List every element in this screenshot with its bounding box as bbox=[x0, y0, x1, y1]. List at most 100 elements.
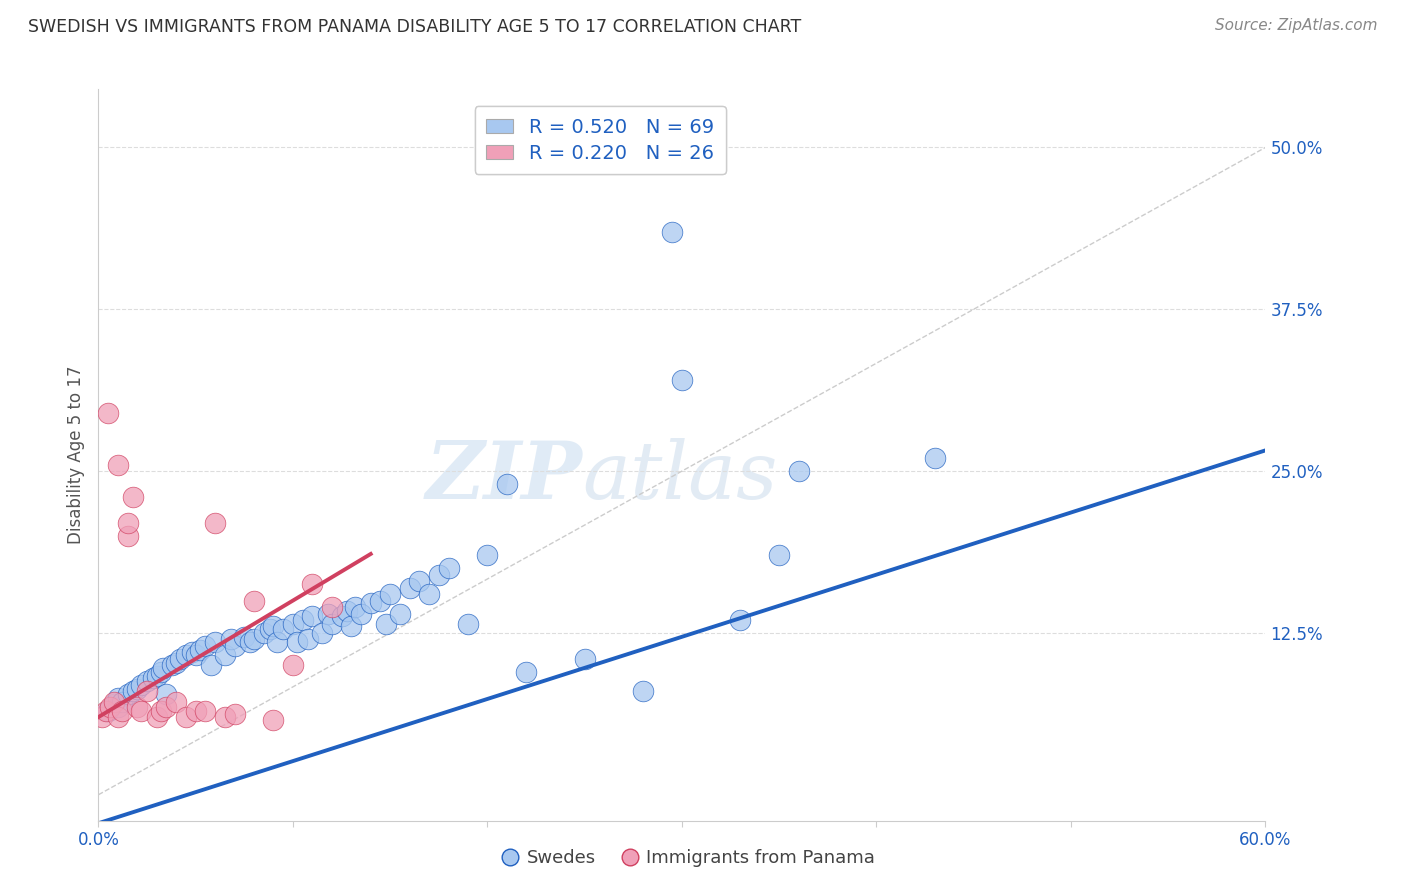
Point bbox=[117, 529, 139, 543]
Point bbox=[184, 704, 207, 718]
Point bbox=[321, 616, 343, 631]
Point bbox=[129, 704, 152, 718]
Point bbox=[165, 694, 187, 708]
Point bbox=[155, 687, 177, 701]
Point bbox=[103, 697, 125, 711]
Point bbox=[301, 576, 323, 591]
Point bbox=[344, 600, 367, 615]
Point bbox=[188, 642, 211, 657]
Point bbox=[111, 704, 134, 718]
Point bbox=[152, 661, 174, 675]
Point bbox=[495, 477, 517, 491]
Point bbox=[631, 684, 654, 698]
Point bbox=[787, 464, 810, 478]
Point bbox=[155, 699, 177, 714]
Point bbox=[91, 710, 114, 724]
Point bbox=[285, 635, 308, 649]
Point bbox=[243, 632, 266, 647]
Point bbox=[180, 645, 202, 659]
Point bbox=[162, 658, 184, 673]
Point bbox=[408, 574, 430, 589]
Y-axis label: Disability Age 5 to 17: Disability Age 5 to 17 bbox=[66, 366, 84, 544]
Point bbox=[142, 671, 165, 685]
Point bbox=[214, 648, 236, 662]
Point bbox=[127, 699, 149, 714]
Point bbox=[233, 630, 256, 644]
Point bbox=[165, 656, 187, 670]
Point bbox=[122, 490, 145, 504]
Point bbox=[297, 632, 319, 647]
Point bbox=[311, 626, 333, 640]
Point bbox=[477, 548, 499, 562]
Point bbox=[266, 635, 288, 649]
Point bbox=[768, 548, 790, 562]
Point bbox=[574, 652, 596, 666]
Point bbox=[96, 704, 118, 718]
Point bbox=[103, 694, 125, 708]
Point bbox=[418, 587, 440, 601]
Legend: Swedes, Immigrants from Panama: Swedes, Immigrants from Panama bbox=[496, 842, 882, 874]
Point bbox=[375, 616, 398, 631]
Point bbox=[204, 516, 226, 530]
Point bbox=[924, 451, 946, 466]
Point bbox=[97, 704, 120, 718]
Point bbox=[671, 374, 693, 388]
Point bbox=[730, 613, 752, 627]
Legend: R = 0.520   N = 69, R = 0.220   N = 26: R = 0.520 N = 69, R = 0.220 N = 26 bbox=[475, 106, 725, 174]
Point bbox=[136, 673, 159, 688]
Point bbox=[200, 658, 222, 673]
Point bbox=[316, 607, 339, 621]
Point bbox=[437, 561, 460, 575]
Point bbox=[174, 710, 197, 724]
Point bbox=[370, 593, 392, 607]
Point bbox=[321, 600, 343, 615]
Point bbox=[107, 699, 129, 714]
Point bbox=[184, 648, 207, 662]
Point bbox=[262, 713, 284, 727]
Point bbox=[117, 516, 139, 530]
Point bbox=[149, 665, 172, 679]
Point bbox=[281, 658, 304, 673]
Point bbox=[129, 678, 152, 692]
Point bbox=[98, 699, 121, 714]
Point bbox=[388, 607, 411, 621]
Point bbox=[253, 626, 276, 640]
Point bbox=[350, 607, 373, 621]
Point bbox=[174, 648, 197, 662]
Point bbox=[111, 694, 134, 708]
Point bbox=[427, 567, 450, 582]
Point bbox=[219, 632, 242, 647]
Point bbox=[340, 619, 363, 633]
Point bbox=[224, 707, 246, 722]
Point bbox=[291, 613, 314, 627]
Point bbox=[97, 406, 120, 420]
Point bbox=[398, 581, 420, 595]
Point bbox=[271, 622, 294, 636]
Point bbox=[262, 619, 284, 633]
Point bbox=[146, 668, 169, 682]
Point bbox=[336, 604, 359, 618]
Point bbox=[360, 596, 382, 610]
Point bbox=[122, 684, 145, 698]
Point bbox=[136, 684, 159, 698]
Point bbox=[107, 690, 129, 705]
Point bbox=[330, 609, 353, 624]
Point bbox=[149, 704, 172, 718]
Point bbox=[301, 609, 323, 624]
Text: ZIP: ZIP bbox=[426, 438, 582, 516]
Point bbox=[169, 652, 191, 666]
Point bbox=[281, 616, 304, 631]
Text: Source: ZipAtlas.com: Source: ZipAtlas.com bbox=[1215, 18, 1378, 33]
Point bbox=[107, 458, 129, 472]
Point bbox=[107, 710, 129, 724]
Point bbox=[378, 587, 402, 601]
Point bbox=[194, 704, 217, 718]
Text: SWEDISH VS IMMIGRANTS FROM PANAMA DISABILITY AGE 5 TO 17 CORRELATION CHART: SWEDISH VS IMMIGRANTS FROM PANAMA DISABI… bbox=[28, 18, 801, 36]
Point bbox=[259, 622, 281, 636]
Point bbox=[1331, 128, 1354, 142]
Text: atlas: atlas bbox=[582, 438, 778, 516]
Point bbox=[117, 687, 139, 701]
Point bbox=[194, 639, 217, 653]
Point bbox=[146, 710, 169, 724]
Point bbox=[204, 635, 226, 649]
